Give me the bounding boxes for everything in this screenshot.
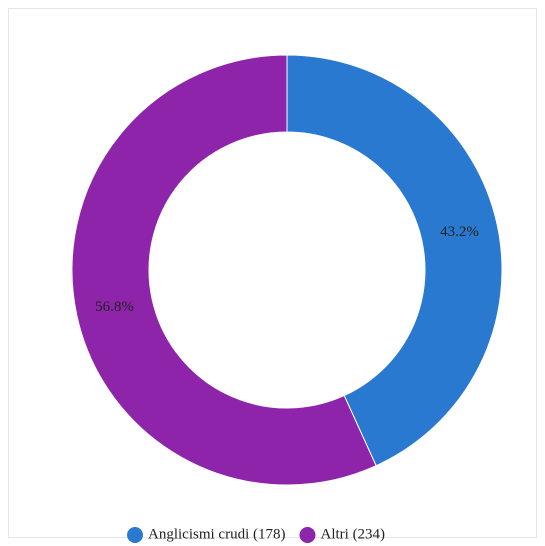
legend-marker <box>299 527 316 543</box>
legend-marker <box>127 527 143 543</box>
slice <box>71 54 377 486</box>
slice <box>286 54 503 467</box>
legend-label: Altri (234) <box>320 526 385 542</box>
slice-label: 43.2% <box>440 224 479 240</box>
frame <box>8 8 537 538</box>
legend-label: Anglicismi crudi (178) <box>148 526 285 542</box>
slice-label: 56.8% <box>95 299 134 315</box>
